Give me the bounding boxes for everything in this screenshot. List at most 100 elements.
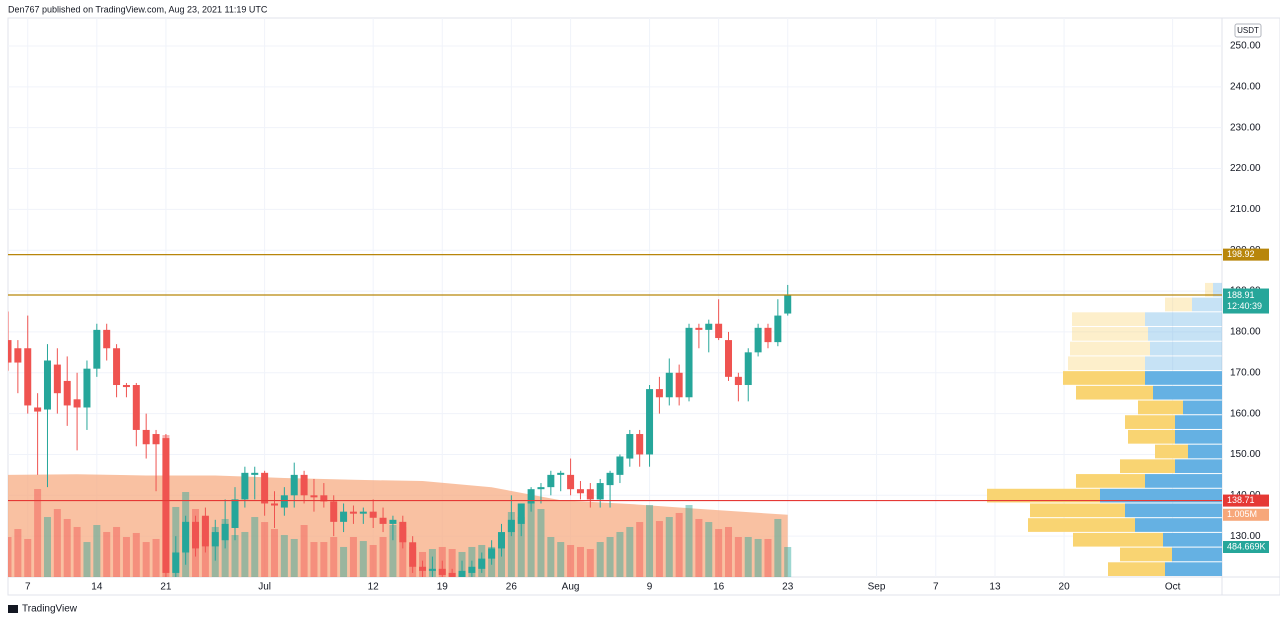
profile-up (1175, 415, 1222, 429)
candle-body (419, 566, 427, 571)
candle-body (330, 501, 338, 522)
profile-up (1125, 503, 1222, 518)
candle-body (261, 472, 269, 504)
candle-body (369, 511, 377, 518)
candle-body (675, 372, 683, 398)
volume-label: 484.669K (1227, 541, 1266, 551)
volume-ma-label-box (1223, 508, 1269, 521)
candle-body (576, 489, 584, 494)
candle-body (142, 429, 150, 445)
candle-body (63, 380, 71, 406)
candle-body (379, 517, 387, 524)
candle-body (655, 389, 663, 398)
candle-body (596, 483, 604, 500)
volume-bar (280, 535, 288, 577)
header: Den767 published on TradingView.com, Aug… (8, 4, 268, 14)
volume-bar (725, 526, 733, 577)
y-tick-label: 240.00 (1230, 81, 1261, 92)
candle-body (113, 348, 121, 386)
y-tick-label: 150.00 (1230, 449, 1261, 460)
x-tick-label: Aug (562, 582, 580, 593)
volume-bar (8, 537, 12, 577)
candle-body (488, 548, 496, 559)
profile-up (1145, 474, 1222, 488)
volume-bar (53, 509, 61, 577)
profile-up (1183, 400, 1222, 415)
volume-bar (379, 537, 387, 577)
profile-down (1076, 474, 1145, 488)
volume-bar (537, 509, 545, 577)
x-tick-label: 21 (160, 582, 172, 593)
candle-body (201, 515, 209, 547)
x-tick-label: Jul (258, 582, 271, 593)
profile-up (1192, 297, 1222, 312)
candle-body (192, 521, 200, 549)
volume-bar (655, 521, 663, 577)
volume-bar (270, 529, 278, 577)
volume-bar (241, 531, 249, 577)
volume-bar (705, 522, 713, 577)
candle-body (359, 511, 367, 514)
candle-body (300, 474, 308, 496)
profile-down (1125, 415, 1175, 429)
profile-up (1145, 371, 1222, 385)
volume-bar (152, 538, 160, 577)
x-tick-label: 9 (647, 582, 653, 593)
candle-body (73, 399, 81, 408)
candle-body (241, 472, 249, 500)
volume-bar (507, 512, 515, 577)
profile-down (1138, 400, 1183, 415)
volume-bar (369, 544, 377, 577)
candle-body (320, 495, 328, 502)
candle-body (636, 434, 644, 455)
candle-body (310, 495, 318, 498)
profile-up (1150, 341, 1222, 356)
volume-bar (340, 546, 348, 577)
candle-body (103, 329, 111, 349)
volume-bar (695, 518, 703, 577)
volume-bar (251, 517, 259, 577)
volume-ma-label: 1.005M (1227, 509, 1257, 519)
profile-down (1028, 518, 1135, 532)
candle-body (616, 456, 624, 475)
y-tick-label: 210.00 (1230, 204, 1261, 215)
profile-down (1120, 459, 1175, 474)
candle-body (409, 542, 417, 567)
candle-body (290, 474, 298, 496)
candle-body (646, 389, 654, 455)
last-price-box (1223, 288, 1269, 314)
volume-bar (43, 517, 51, 577)
footer: TradingView (22, 604, 78, 615)
y-tick-label: 220.00 (1230, 163, 1261, 174)
y-tick-label: 180.00 (1230, 327, 1261, 338)
profile-up (1163, 532, 1222, 547)
x-tick-label: 16 (713, 582, 725, 593)
candle-body (497, 532, 505, 549)
profile-down (1165, 297, 1192, 312)
volume-bar (349, 537, 357, 577)
volume-bar (734, 537, 742, 577)
last-price-label: 188.91 (1227, 290, 1255, 300)
volume-bar (122, 537, 130, 577)
level-label-box (1223, 494, 1269, 507)
volume-bar (665, 517, 673, 577)
candle-body (14, 348, 22, 363)
profile-up (1148, 327, 1222, 341)
volume-bar (290, 538, 298, 577)
candle-body (517, 503, 525, 524)
volume-bar (103, 531, 111, 577)
profile-up (1145, 356, 1222, 371)
candle-body (626, 434, 634, 459)
profile-down (1073, 532, 1163, 547)
volume-bar (685, 505, 693, 577)
volume-bar (448, 549, 456, 577)
profile-down (1120, 547, 1172, 562)
profile-down (1068, 356, 1145, 371)
x-tick-label: 12 (368, 582, 380, 593)
level-label-box (1223, 248, 1269, 261)
candle-body (221, 523, 229, 541)
candle-body (547, 474, 555, 488)
profile-up (1135, 518, 1222, 532)
x-tick-label: 7 (933, 582, 939, 593)
